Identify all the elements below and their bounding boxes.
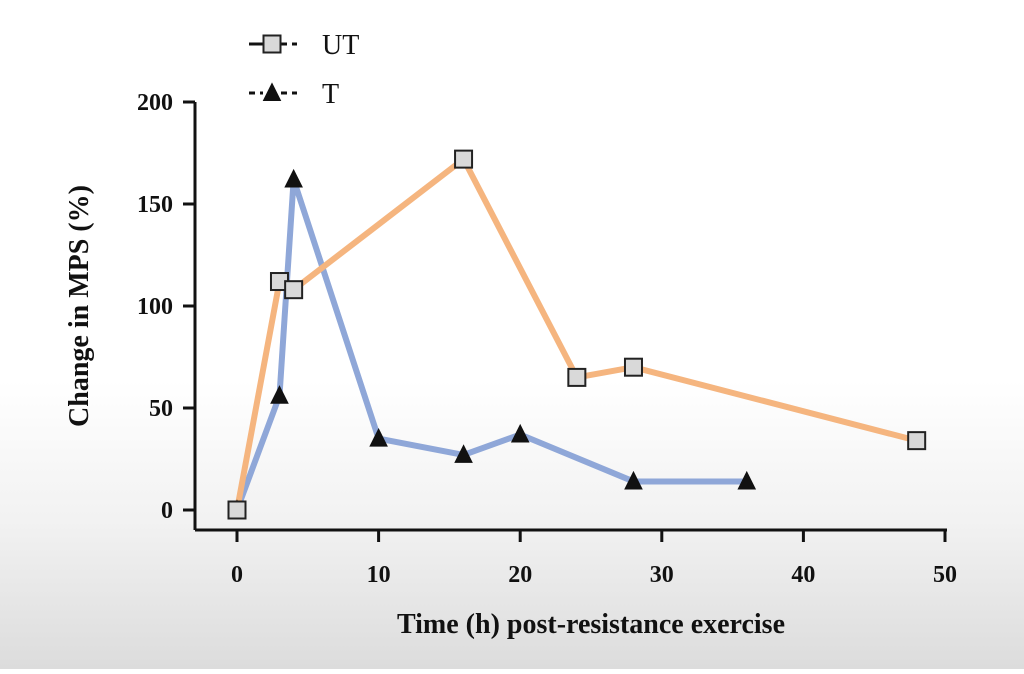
y-tick-label: 0 xyxy=(161,498,173,524)
legend-item-t: T xyxy=(249,79,339,110)
data-point-t xyxy=(270,385,289,404)
x-tick-label: 30 xyxy=(650,562,674,588)
data-point-t xyxy=(284,168,303,188)
legend-label-ut: UT xyxy=(322,30,359,61)
legend-label-t: T xyxy=(322,79,339,110)
y-tick-label: 50 xyxy=(149,396,173,422)
x-tick-label: 0 xyxy=(231,562,243,588)
x-axis-title: Time (h) post-resistance exercise xyxy=(397,609,785,640)
y-axis-title: Change in MPS (%) xyxy=(64,185,95,427)
x-tick-label: 50 xyxy=(933,562,957,588)
legend-item-ut: UT xyxy=(249,30,359,61)
series-lines xyxy=(234,156,920,513)
data-point-ut xyxy=(907,431,927,451)
legend: UT T xyxy=(249,30,359,110)
x-tick-label: 40 xyxy=(791,562,815,588)
data-point-ut xyxy=(454,149,474,169)
data-point-t xyxy=(510,423,530,443)
legend-marker-ut xyxy=(262,34,282,54)
data-point-t xyxy=(454,444,473,463)
data-point-ut xyxy=(284,280,304,300)
x-tick-label: 10 xyxy=(367,562,391,588)
data-point-ut xyxy=(567,367,587,387)
x-tick-label: 20 xyxy=(508,562,532,588)
axes: 0 50 100 150 200 0 10 20 30 40 50 xyxy=(137,90,957,588)
y-tick-label: 200 xyxy=(137,90,173,116)
data-point-t xyxy=(737,470,757,490)
data-point-t xyxy=(624,470,643,490)
y-tick-label: 150 xyxy=(137,192,173,218)
y-tick-label: 100 xyxy=(137,294,173,320)
data-point-ut xyxy=(227,500,247,520)
series-line-t xyxy=(234,176,750,513)
data-point-t xyxy=(369,427,388,447)
data-point-ut xyxy=(623,357,643,377)
series-markers xyxy=(227,149,927,520)
legend-marker-t xyxy=(262,82,282,101)
